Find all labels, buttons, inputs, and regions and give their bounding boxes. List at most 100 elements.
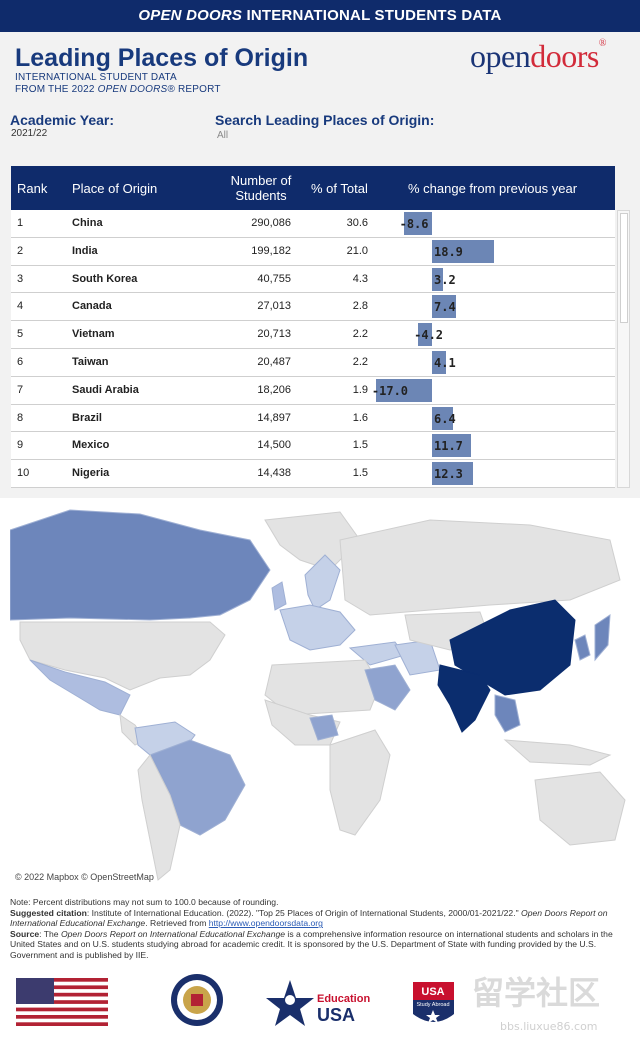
pct-cell: 2.2 xyxy=(352,328,368,341)
rank-cell: 1 xyxy=(17,217,24,229)
change-label: 3.2 xyxy=(434,272,456,287)
pct-cell: 21.0 xyxy=(346,244,368,257)
world-map[interactable]: © 2022 Mapbox © OpenStreetMap xyxy=(10,500,630,886)
place-cell: Nigeria xyxy=(72,467,110,480)
place-cell: Canada xyxy=(72,300,112,313)
pct-cell: 4.3 xyxy=(352,272,368,285)
origin-table: Rank Place of Origin Number of Students %… xyxy=(11,166,615,488)
col-change[interactable]: % change from previous year xyxy=(408,180,578,196)
place-cell: Taiwan xyxy=(72,355,109,368)
southeast-asia-region xyxy=(494,694,521,733)
change-label: -8.6 xyxy=(399,217,429,231)
students-cell: 40,755 xyxy=(257,272,291,285)
change-bar xyxy=(432,239,495,263)
us-flag-icon xyxy=(16,978,108,1026)
change-bar xyxy=(432,406,454,430)
australia-region xyxy=(534,771,626,846)
pct-cell: 1.5 xyxy=(352,467,368,480)
pct-cell: 1.9 xyxy=(352,383,368,396)
place-cell: Saudi Arabia xyxy=(72,383,139,396)
watermark-url: bbs.liuxue86.com xyxy=(500,1020,598,1033)
change-label: 12.3 xyxy=(434,467,463,482)
table-row[interactable]: 8 Brazil 14,897 1.6 6.4 xyxy=(11,404,615,433)
table-row[interactable]: 5 Vietnam 20,713 2.2 -4.2 xyxy=(11,321,615,349)
map-svg xyxy=(10,500,630,886)
col-students[interactable]: Number of Students xyxy=(230,173,292,203)
students-cell: 20,713 xyxy=(257,328,291,341)
table-row[interactable]: 4 Canada 27,013 2.8 7.4 xyxy=(11,293,615,322)
education-text: Education xyxy=(317,993,370,1005)
students-cell: 14,500 xyxy=(257,439,291,452)
map-credit: © 2022 Mapbox © OpenStreetMap xyxy=(15,872,154,882)
students-cell: 27,013 xyxy=(257,300,291,313)
nigeria-region xyxy=(309,714,339,741)
place-cell: South Korea xyxy=(72,272,138,285)
rank-cell: 4 xyxy=(17,300,24,313)
rank-cell: 9 xyxy=(17,439,24,452)
table-row[interactable]: 10 Nigeria 14,438 1.5 12.3 xyxy=(11,460,615,488)
search-places-filter[interactable]: All xyxy=(217,130,229,141)
change-label: 11.7 xyxy=(434,439,463,454)
pct-cell: 1.5 xyxy=(352,439,368,452)
usa-study-abroad-logo: USA Study Abroad xyxy=(413,982,454,1023)
footer-citation: Suggested citation: Institute of Interna… xyxy=(10,907,608,929)
page-subtitle-source: FROM THE 2022 OPEN DOORS® REPORT xyxy=(15,84,221,95)
pct-cell: 30.6 xyxy=(346,217,368,229)
table-row[interactable]: 2 India 199,182 21.0 18.9 xyxy=(11,237,615,266)
rank-cell: 10 xyxy=(17,467,30,480)
change-bar xyxy=(432,267,443,291)
table-header: Rank Place of Origin Number of Students %… xyxy=(11,166,615,210)
scandinavia-region xyxy=(304,554,341,611)
western-europe-region xyxy=(279,604,356,651)
search-places-label: Search Leading Places of Origin: xyxy=(215,112,435,128)
rank-cell: 5 xyxy=(17,328,24,341)
scrollbar-thumb[interactable] xyxy=(620,213,628,323)
col-place[interactable]: Place of Origin xyxy=(72,180,158,196)
place-cell: China xyxy=(72,217,103,229)
table-body[interactable]: 1 China 290,086 30.6 -8.6 2 India 199,182 21.0 18… xyxy=(11,210,615,488)
table-row[interactable]: 1 China 290,086 30.6 -8.6 xyxy=(11,210,615,238)
rank-cell: 7 xyxy=(17,383,24,396)
change-label: 7.4 xyxy=(434,300,456,315)
banner-text: INTERNATIONAL STUDENTS DATA xyxy=(242,7,502,24)
table-row[interactable]: 6 Taiwan 20,487 2.2 4.1 xyxy=(11,348,615,377)
footer-notes: Note: Percent distributions may not sum … xyxy=(10,897,630,961)
academic-year-filter[interactable]: 2021/22 xyxy=(11,128,48,139)
change-label: -17.0 xyxy=(371,383,409,398)
change-bar xyxy=(432,350,446,374)
students-cell: 14,438 xyxy=(257,467,291,480)
opendoors-logo[interactable]: opendoors® xyxy=(470,38,606,74)
usa-shield-text: USA xyxy=(421,986,444,998)
south-cone-region xyxy=(137,754,181,881)
korea-japan-region xyxy=(574,614,611,662)
col-pct[interactable]: % of Total xyxy=(311,180,368,196)
students-cell: 14,897 xyxy=(257,411,291,424)
students-cell: 199,182 xyxy=(251,244,291,257)
place-cell: Vietnam xyxy=(72,328,115,341)
table-row[interactable]: 7 Saudi Arabia 18,206 1.9 -17.0 xyxy=(11,376,615,405)
study-abroad-text: Study Abroad xyxy=(416,1002,449,1008)
banner-italic: OPEN DOORS xyxy=(138,7,243,24)
uk-region xyxy=(271,581,287,611)
change-bar xyxy=(418,323,432,347)
change-bar xyxy=(403,212,432,235)
change-bar xyxy=(375,378,432,402)
table-scrollbar[interactable] xyxy=(617,210,630,488)
rank-cell: 2 xyxy=(17,244,24,257)
academic-year-label: Academic Year: xyxy=(10,112,115,128)
footer-note: Note: Percent distributions may not sum … xyxy=(10,897,279,907)
canada-region xyxy=(10,509,271,621)
education-usa-logo: Education USA xyxy=(266,980,370,1026)
change-bar xyxy=(432,462,473,486)
opendoors-link[interactable]: http://www.opendoorsdata.org xyxy=(208,918,323,929)
dashboard-header: Leading Places of Origin INTERNATIONAL S… xyxy=(0,32,640,498)
table-row[interactable]: 9 Mexico 14,500 1.5 11.7 xyxy=(11,432,615,461)
top-banner: OPEN DOORS INTERNATIONAL STUDENTS DATA xyxy=(0,0,640,32)
place-cell: Mexico xyxy=(72,439,110,452)
watermark-logo: 留学社区 bbs.liuxue86.com xyxy=(472,974,600,1033)
rank-cell: 8 xyxy=(17,411,24,424)
central-south-africa-region xyxy=(329,729,391,836)
col-rank[interactable]: Rank xyxy=(17,180,48,196)
table-row[interactable]: 3 South Korea 40,755 4.3 3.2 xyxy=(11,265,615,294)
pct-cell: 2.8 xyxy=(352,300,368,313)
